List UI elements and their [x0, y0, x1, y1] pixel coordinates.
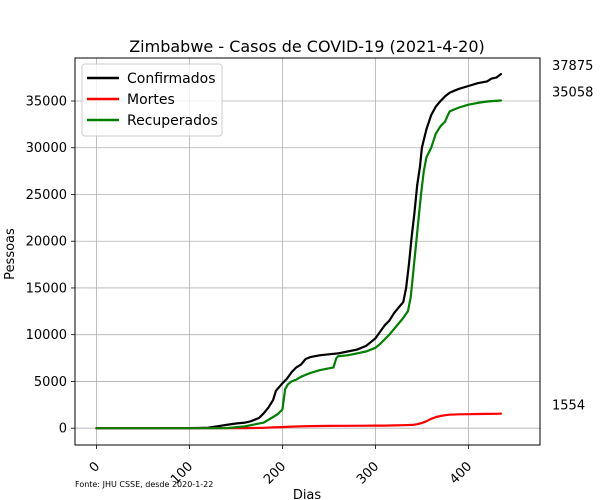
end-labels: 37875 1554 35058: [552, 59, 593, 414]
series-line-confirmados: [95, 73, 502, 430]
legend-box: [81, 63, 223, 137]
y-tick-label: 35000: [26, 95, 67, 110]
y-tick-label: 20000: [26, 235, 67, 250]
series-line-recuperados: [95, 99, 502, 430]
y-tick-label: 0: [59, 422, 67, 437]
y-tick-label: 30000: [26, 141, 67, 156]
y-tick-label: 25000: [26, 188, 67, 203]
chart-title: Zimbabwe - Casos de COVID-19 (2021-4-20): [129, 37, 485, 56]
end-value-label: 37875: [552, 59, 593, 74]
legend-label: Confirmados: [127, 71, 216, 87]
y-tick-label: 5000: [34, 375, 67, 390]
x-tick-label: 200: [261, 459, 289, 487]
end-value-label: 35058: [552, 85, 593, 100]
series-line-mortes: [95, 412, 502, 430]
x-axis-label: Dias: [293, 488, 322, 500]
y-tick-label: 15000: [26, 281, 67, 296]
plot-frame: [74, 57, 541, 446]
legend-label: Mortes: [127, 92, 175, 108]
legend-label: Recuperados: [127, 113, 218, 129]
x-tick-label: 400: [447, 459, 475, 487]
x-tick-label: 300: [354, 459, 382, 487]
series-lines: [95, 73, 502, 430]
source-note: Fonte: JHU CSSE, desde 2020-1-22: [75, 480, 213, 489]
y-axis-label: Pessoas: [3, 228, 18, 280]
axis-ticks: 0 100 200 300 400050001000015000200002500030…: [26, 95, 476, 488]
x-tick-label: 0: [87, 459, 103, 475]
end-value-label: 1554: [552, 399, 585, 414]
legend: Confirmados Mortes Recuperados: [81, 63, 223, 137]
y-tick-label: 10000: [26, 328, 67, 343]
